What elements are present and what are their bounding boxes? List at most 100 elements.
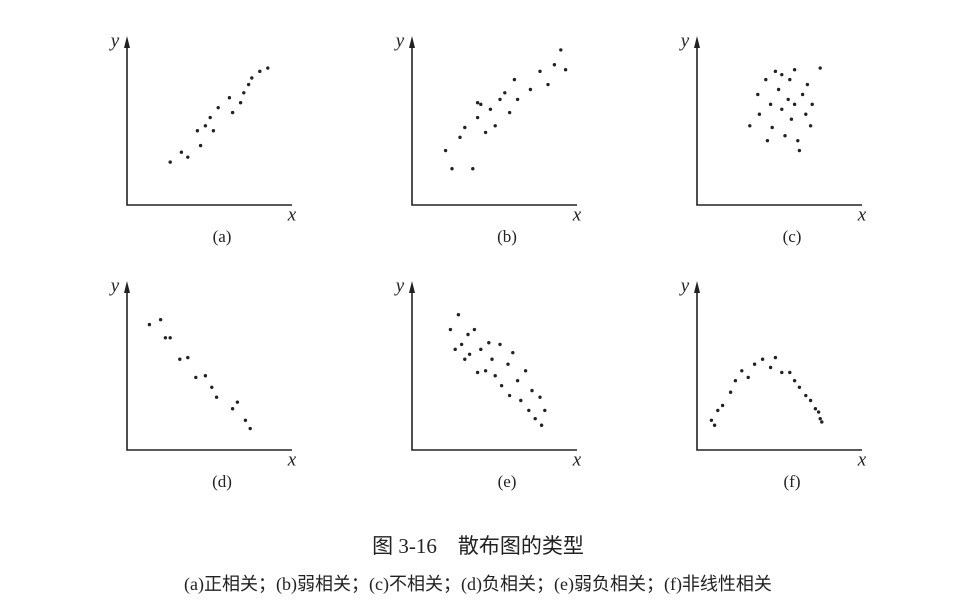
point: [800, 92, 805, 97]
point: [792, 379, 797, 383]
point: [709, 418, 714, 422]
point: [210, 385, 214, 389]
point: [250, 76, 254, 80]
point: [559, 48, 563, 52]
point: [472, 327, 477, 332]
point: [483, 130, 488, 135]
point: [768, 102, 773, 107]
point: [563, 68, 568, 72]
point: [780, 72, 784, 77]
point: [780, 370, 784, 375]
y-axis-label: y: [109, 30, 120, 51]
point: [463, 357, 467, 361]
axes: [411, 285, 577, 451]
point: [493, 374, 497, 378]
point: [490, 357, 494, 361]
axes: [126, 285, 292, 451]
point: [208, 115, 212, 120]
y-arrow: [409, 36, 415, 48]
point: [266, 66, 270, 70]
point: [230, 407, 235, 411]
point: [752, 362, 757, 366]
point: [511, 350, 515, 355]
point: [533, 416, 537, 421]
point: [466, 332, 470, 337]
point: [163, 336, 168, 340]
point: [242, 91, 246, 95]
point: [805, 82, 810, 87]
x-axis-label: x: [572, 204, 582, 225]
panel-label: (e): [498, 472, 517, 491]
x-axis-label: x: [857, 449, 867, 470]
point: [792, 68, 797, 72]
y-arrow: [124, 36, 130, 48]
panel-label: (d): [212, 472, 232, 491]
point: [471, 167, 475, 171]
point: [488, 107, 493, 112]
point: [203, 124, 208, 128]
point: [788, 77, 792, 82]
point: [808, 398, 813, 403]
x-axis-label: x: [572, 449, 582, 470]
point: [475, 101, 480, 105]
point: [789, 117, 794, 121]
point: [810, 102, 814, 107]
point: [783, 134, 787, 138]
point: [515, 97, 520, 102]
point: [528, 87, 533, 92]
point: [756, 92, 760, 97]
point: [770, 125, 774, 130]
point: [515, 379, 520, 383]
point: [475, 370, 480, 375]
point: [498, 342, 502, 347]
point: [538, 395, 542, 399]
figure-caption: (a)正相关；(b)弱相关；(c)不相关；(d)负相关；(e)弱负相关；(f)非…: [184, 574, 772, 595]
point: [816, 410, 821, 414]
y-axis-label: y: [679, 30, 690, 51]
point: [728, 390, 733, 394]
point: [552, 63, 557, 67]
point: [235, 400, 240, 404]
y-arrow: [409, 281, 415, 293]
axes: [696, 40, 862, 206]
point: [797, 385, 802, 389]
point: [230, 110, 235, 115]
point: [498, 97, 502, 102]
point: [507, 393, 512, 398]
point: [458, 135, 462, 140]
y-axis-label: y: [109, 275, 120, 296]
point: [788, 370, 792, 375]
point: [804, 112, 808, 116]
point: [776, 87, 781, 92]
panel-label: (a): [213, 227, 232, 246]
point: [818, 66, 822, 70]
point: [760, 357, 765, 361]
point: [512, 77, 517, 82]
point: [733, 379, 738, 383]
point: [786, 97, 790, 102]
point: [463, 125, 467, 130]
point: [453, 347, 457, 352]
panel-label: (c): [783, 227, 802, 246]
x-axis-label: x: [857, 204, 867, 225]
point: [523, 369, 528, 373]
point: [720, 403, 725, 408]
point: [450, 167, 454, 171]
point: [813, 407, 818, 411]
axes: [696, 285, 862, 451]
point: [768, 365, 773, 370]
point: [195, 129, 200, 133]
point: [467, 352, 472, 356]
point: [764, 77, 768, 82]
point: [243, 418, 248, 422]
point: [238, 101, 243, 105]
point: [765, 138, 770, 143]
point: [757, 112, 762, 116]
point: [211, 129, 216, 133]
point: [168, 336, 172, 340]
point: [194, 375, 198, 380]
point: [493, 124, 497, 128]
point: [716, 408, 720, 413]
y-arrow: [694, 36, 700, 48]
